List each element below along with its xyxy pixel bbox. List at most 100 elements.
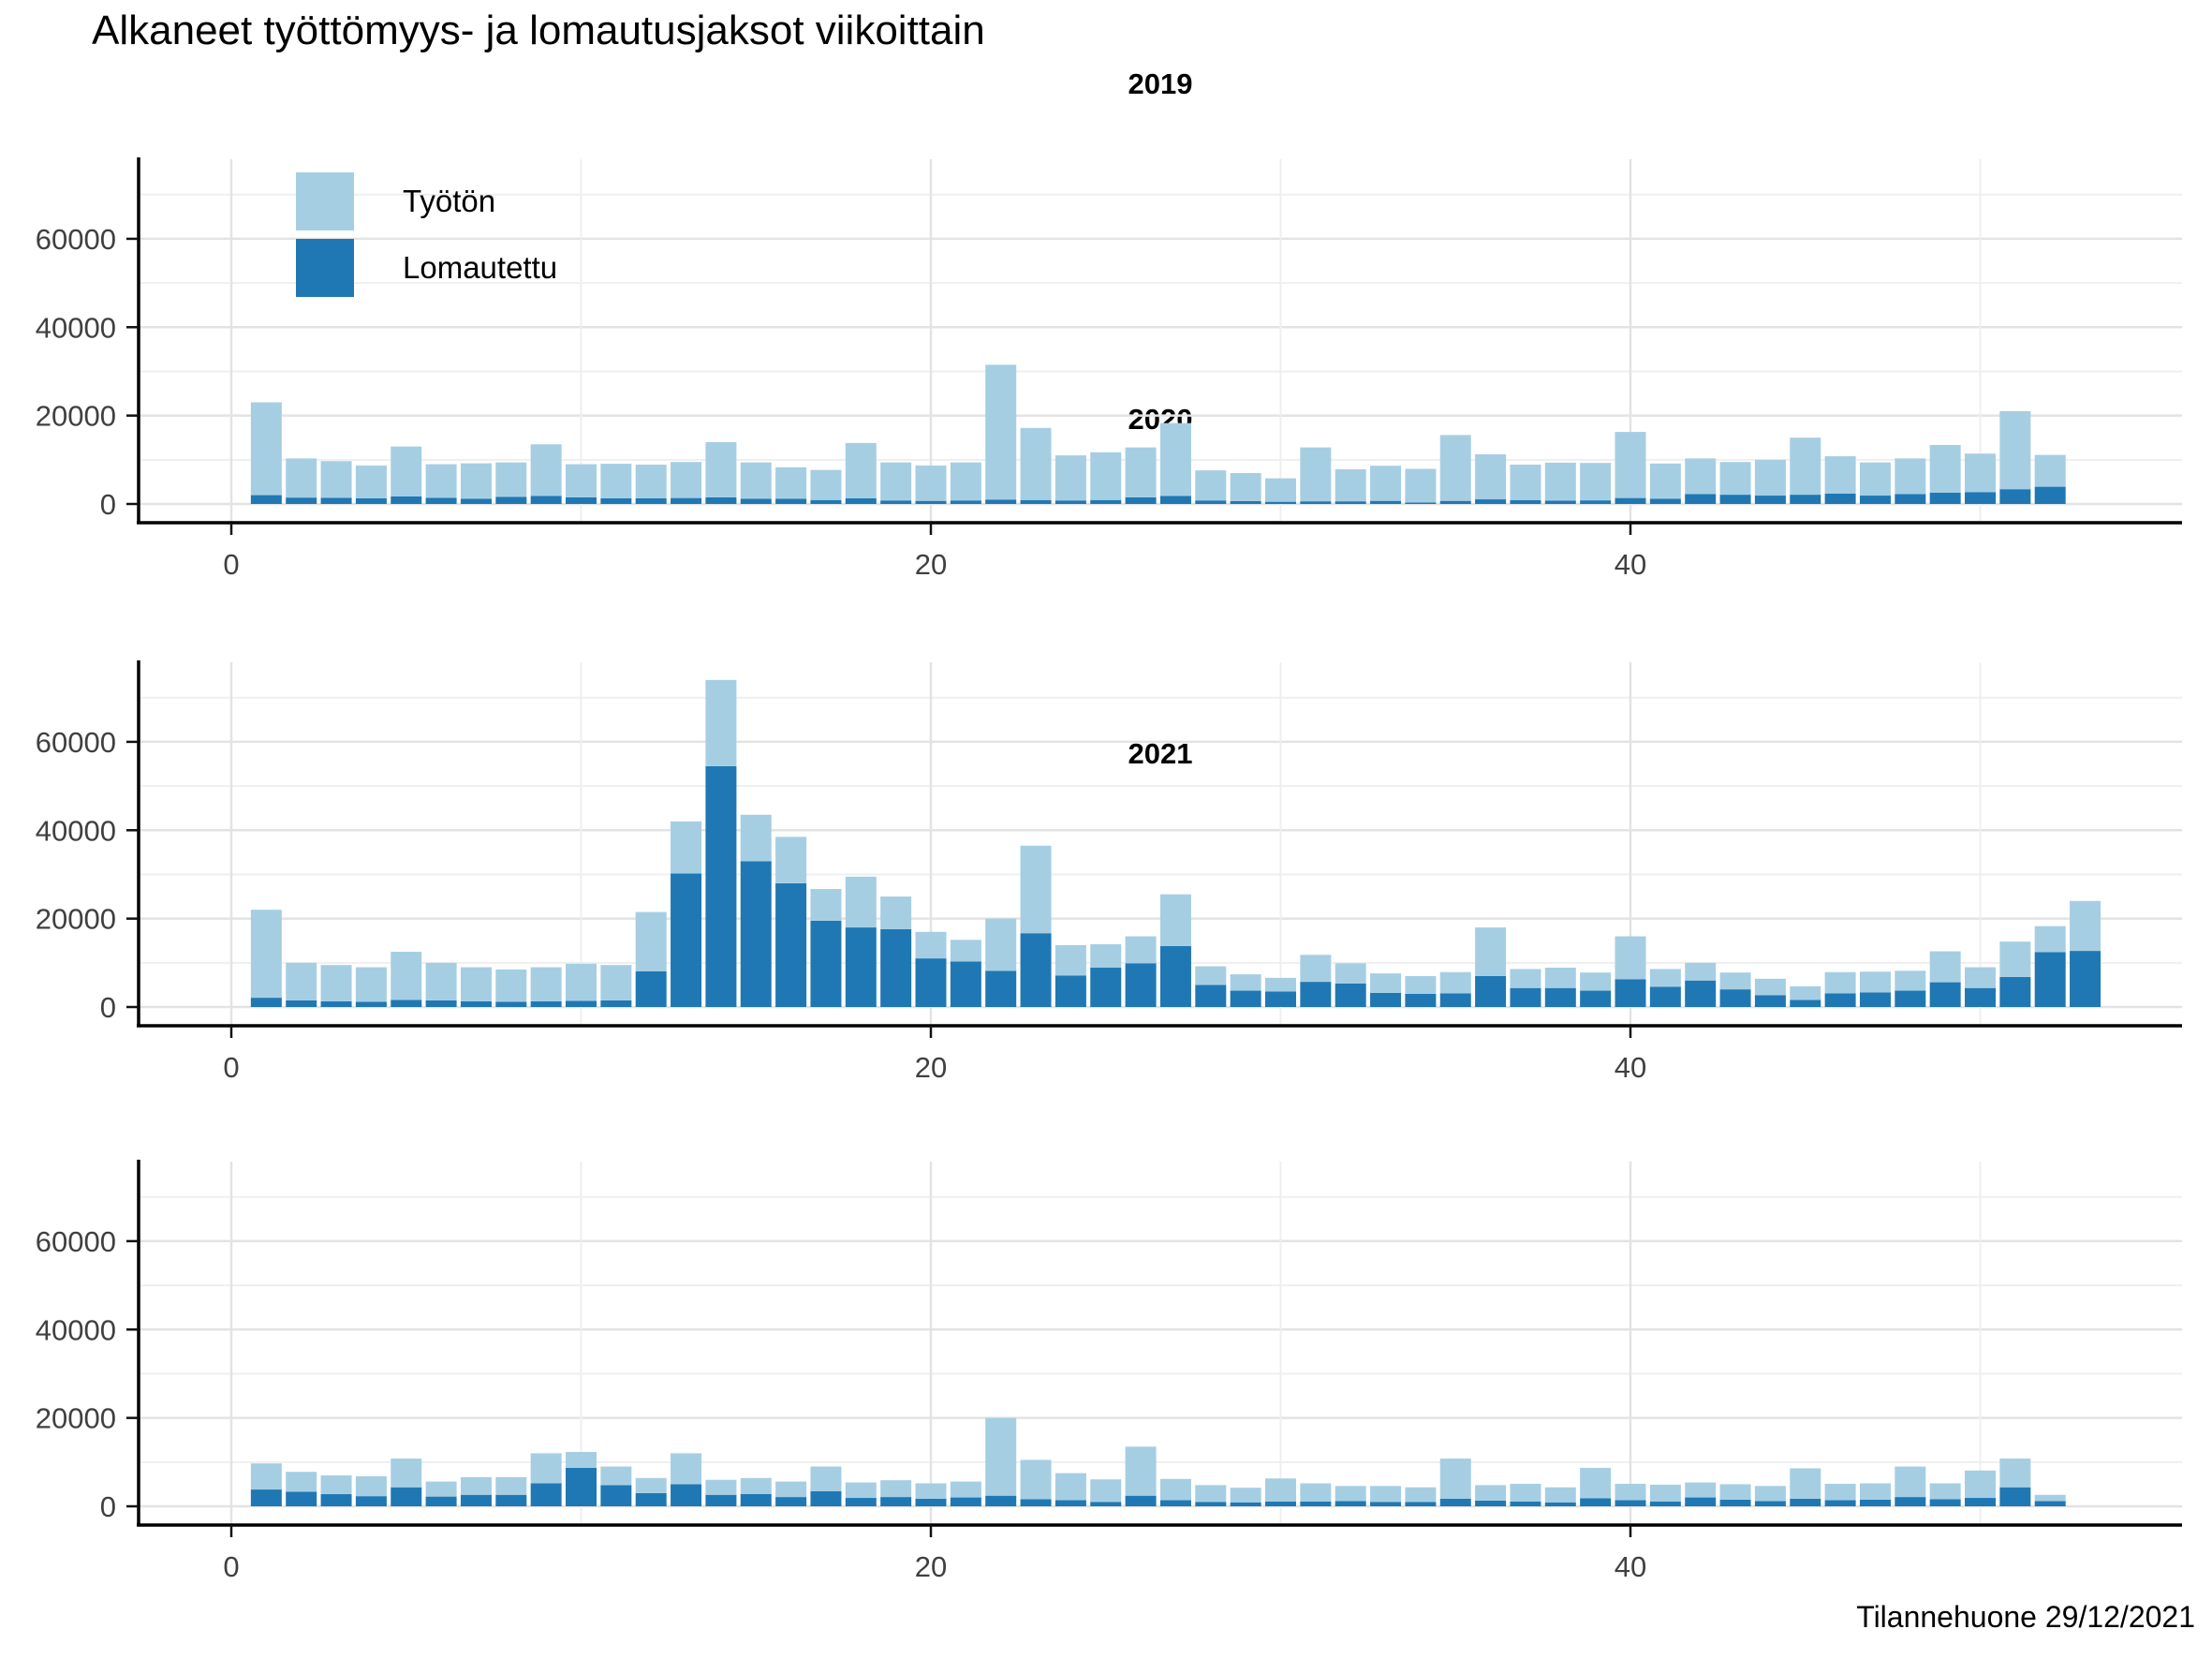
bar-tyoton-week-10 [566, 1451, 597, 1468]
bar-lomautettu-week-13 [671, 497, 702, 504]
bar-lomautettu-week-43 [1719, 989, 1751, 1007]
bar-lomautettu-week-48 [1895, 1497, 1926, 1506]
page-title: Alkaneet työttömyys- ja lomautusjaksot v… [92, 7, 985, 53]
bar-lomautettu-week-31 [1300, 982, 1332, 1007]
bar-lomautettu-week-29 [1230, 990, 1261, 1007]
bar-tyoton-week-6 [425, 1481, 457, 1497]
bar-tyoton-week-48 [1895, 970, 1926, 991]
bar-lomautettu-week-51 [1999, 1487, 2031, 1506]
bar-lomautettu-week-2 [286, 1491, 317, 1506]
bar-tyoton-week-19 [880, 896, 912, 929]
bar-tyoton-week-3 [320, 461, 352, 498]
bar-lomautettu-week-3 [320, 497, 352, 504]
bar-lomautettu-week-3 [320, 1000, 352, 1007]
bar-tyoton-week-2 [286, 458, 317, 498]
bar-lomautettu-week-10 [566, 1467, 597, 1506]
bar-lomautettu-week-44 [1754, 1501, 1786, 1506]
bar-lomautettu-week-21 [950, 500, 981, 504]
bar-tyoton-week-40 [1615, 1483, 1646, 1501]
bar-tyoton-week-43 [1719, 1484, 1751, 1500]
bar-lomautettu-week-43 [1719, 1499, 1751, 1506]
bar-tyoton-week-16 [775, 837, 807, 883]
bar-lomautettu-week-30 [1265, 991, 1296, 1007]
bar-tyoton-week-36 [1475, 453, 1507, 500]
bar-tyoton-week-35 [1439, 971, 1471, 994]
bar-tyoton-week-8 [495, 969, 527, 1002]
legend-label-lomautettu: Lomautettu [403, 250, 558, 285]
bar-tyoton-week-22 [985, 364, 1017, 500]
bar-lomautettu-week-5 [391, 1487, 422, 1506]
bar-lomautettu-week-32 [1335, 501, 1366, 504]
bar-tyoton-week-31 [1300, 1483, 1332, 1502]
bar-tyoton-week-15 [740, 1477, 772, 1494]
bar-tyoton-week-37 [1510, 1483, 1541, 1502]
bar-tyoton-week-1 [250, 910, 282, 999]
bar-lomautettu-week-37 [1510, 1501, 1541, 1506]
bar-lomautettu-week-26 [1125, 496, 1157, 504]
bar-lomautettu-week-16 [775, 882, 807, 1007]
bar-lomautettu-week-24 [1054, 500, 1086, 504]
bar-tyoton-week-46 [1824, 971, 1856, 994]
bar-lomautettu-week-30 [1265, 1501, 1296, 1506]
bar-tyoton-week-33 [1370, 973, 1402, 993]
bar-tyoton-week-52 [2034, 454, 2066, 487]
bar-lomautettu-week-17 [810, 1490, 842, 1506]
bar-lomautettu-week-48 [1895, 990, 1926, 1007]
bar-tyoton-week-18 [845, 876, 877, 928]
bar-lomautettu-week-19 [880, 500, 912, 504]
bar-lomautettu-week-27 [1159, 1500, 1191, 1506]
bar-lomautettu-week-11 [600, 1485, 632, 1506]
bar-tyoton-week-30 [1265, 1478, 1296, 1502]
bar-tyoton-week-21 [950, 940, 981, 962]
bar-tyoton-week-40 [1615, 936, 1646, 980]
x-tick-label: 20 [915, 1550, 947, 1583]
bar-lomautettu-week-14 [705, 765, 737, 1007]
bar-lomautettu-week-7 [460, 1494, 492, 1506]
bar-lomautettu-week-10 [566, 1000, 597, 1007]
bar-lomautettu-week-19 [880, 1497, 912, 1506]
bar-tyoton-week-43 [1719, 462, 1751, 496]
bar-tyoton-week-34 [1405, 468, 1437, 503]
bar-tyoton-week-12 [635, 911, 667, 971]
x-tick-label: 40 [1615, 1051, 1646, 1084]
bar-lomautettu-week-31 [1300, 501, 1332, 504]
bar-lomautettu-week-6 [425, 1496, 457, 1506]
bar-tyoton-week-53 [2070, 900, 2101, 952]
x-tick-label: 0 [223, 1051, 239, 1084]
y-tick-label: 60000 [36, 223, 116, 256]
bar-lomautettu-week-50 [1965, 1498, 1996, 1506]
bar-lomautettu-week-13 [671, 873, 702, 1007]
bar-tyoton-week-33 [1370, 1486, 1402, 1503]
y-tick-label: 60000 [36, 726, 116, 759]
bar-tyoton-week-33 [1370, 466, 1402, 501]
bar-tyoton-week-48 [1895, 458, 1926, 495]
bar-tyoton-week-41 [1649, 463, 1681, 499]
bar-tyoton-week-23 [1020, 1459, 1052, 1500]
y-tick-label: 0 [100, 991, 116, 1024]
bar-tyoton-week-25 [1090, 1479, 1122, 1503]
bar-lomautettu-week-17 [810, 921, 842, 1007]
bar-tyoton-week-29 [1230, 472, 1261, 501]
bar-lomautettu-week-9 [530, 1483, 562, 1506]
bar-tyoton-week-46 [1824, 456, 1856, 494]
bar-tyoton-week-39 [1580, 463, 1612, 501]
bar-lomautettu-week-5 [391, 496, 422, 504]
bar-tyoton-week-46 [1824, 1483, 1856, 1501]
bar-tyoton-week-23 [1020, 427, 1052, 500]
bar-lomautettu-week-2 [286, 497, 317, 504]
bar-lomautettu-week-39 [1580, 990, 1612, 1007]
bar-tyoton-week-17 [810, 469, 842, 500]
bar-tyoton-week-29 [1230, 974, 1261, 991]
bar-lomautettu-week-47 [1859, 992, 1891, 1007]
bar-lomautettu-week-2 [286, 1000, 317, 1007]
bar-tyoton-week-43 [1719, 972, 1751, 990]
bar-lomautettu-week-46 [1824, 1500, 1856, 1506]
bar-lomautettu-week-41 [1649, 498, 1681, 504]
bar-tyoton-week-45 [1790, 985, 1821, 1000]
bar-tyoton-week-2 [286, 1472, 317, 1492]
bar-tyoton-week-14 [705, 1479, 737, 1495]
bar-tyoton-week-41 [1649, 969, 1681, 987]
bar-lomautettu-week-15 [740, 1493, 772, 1506]
bar-lomautettu-week-18 [845, 1498, 877, 1506]
bar-lomautettu-week-7 [460, 498, 492, 504]
